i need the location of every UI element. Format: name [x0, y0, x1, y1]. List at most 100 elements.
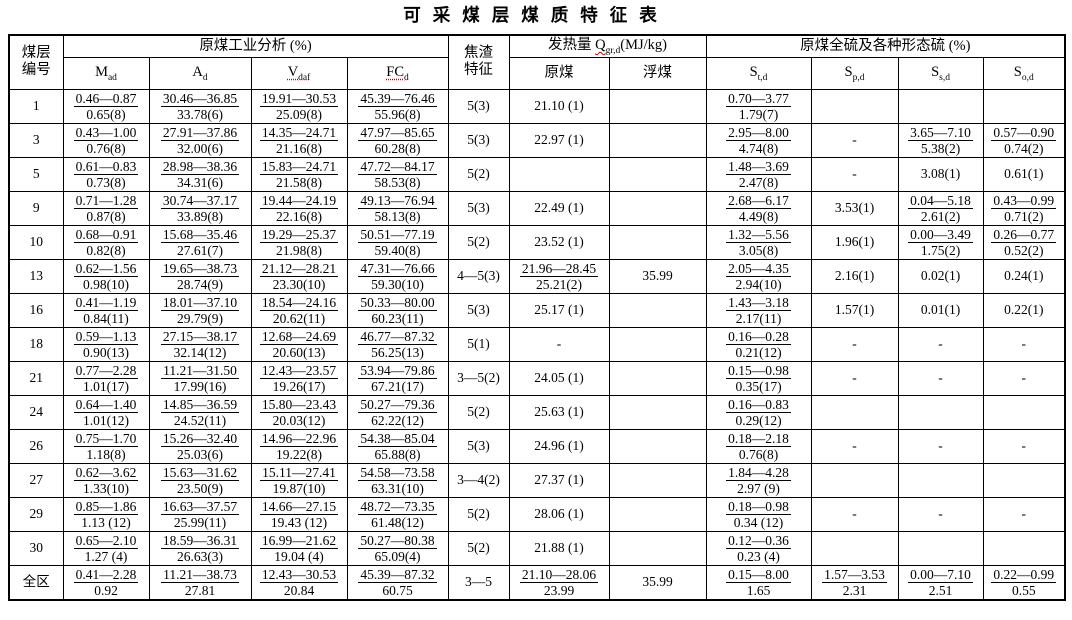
raw-coal-q-cell: -: [508, 326, 610, 362]
seam-number-cell: 18: [8, 326, 64, 362]
vdaf-cell: 19.44—24.19 22.16(8): [250, 190, 348, 226]
ad-cell: 19.65—38.73 28.74(9): [148, 258, 252, 294]
sod-cell: -: [982, 326, 1066, 362]
fcd-cell: 45.39—76.46 55.96(8): [346, 88, 449, 124]
fcd-cell: 49.13—76.94 58.13(8): [346, 190, 449, 226]
vdaf-cell: 12.68—24.69 20.60(13): [250, 326, 348, 362]
spd-cell: [810, 530, 899, 566]
ad-cell: 11.21—31.50 17.99(16): [148, 360, 252, 396]
std-cell: 0.15—8.00 1.65: [705, 564, 812, 600]
spd-cell: 2.16(1): [810, 258, 899, 294]
std-cell: 1.32—5.56 3.05(8): [705, 224, 812, 260]
sod-cell: [982, 394, 1066, 430]
ad-cell: 15.26—32.40 25.03(6): [148, 428, 252, 464]
table-row: 1 0.46—0.87 0.65(8) 30.46—36.85 33.78(6) 19.9…: [8, 88, 1066, 124]
header-spd: Sp,d: [810, 56, 899, 90]
ad-cell: 30.46—36.85 33.78(6): [148, 88, 252, 124]
header-vdaf: Vdaf: [250, 56, 348, 90]
table-row: 16 0.41—1.19 0.84(11) 18.01—37.10 29.79(9) 18…: [8, 292, 1066, 328]
sod-cell: -: [982, 428, 1066, 464]
header-seam-line2: 编号: [21, 62, 51, 79]
spd-cell: 1.57—3.53 2.31: [810, 564, 899, 600]
table-row: 21 0.77—2.28 1.01(17) 11.21—31.50 17.99(16) 1…: [8, 360, 1066, 396]
raw-coal-q-cell: 25.63 (1): [508, 394, 610, 430]
float-coal-q-cell: [608, 122, 707, 158]
fcd-cell: 54.38—85.04 65.88(8): [346, 428, 449, 464]
ad-cell: 14.85—36.59 24.52(11): [148, 394, 252, 430]
raw-coal-q-cell: 27.37 (1): [508, 462, 610, 498]
ssd-cell: -: [897, 428, 984, 464]
ad-cell: 15.68—35.46 27.61(7): [148, 224, 252, 260]
coke-residue-cell: 5(3): [447, 122, 510, 158]
float-coal-q-cell: [608, 326, 707, 362]
ssd-cell: [897, 530, 984, 566]
coke-residue-cell: 5(3): [447, 88, 510, 124]
float-coal-q-cell: [608, 428, 707, 464]
mad-cell: 0.75—1.70 1.18(8): [62, 428, 150, 464]
raw-coal-q-cell: 25.17 (1): [508, 292, 610, 328]
table-row: 18 0.59—1.13 0.90(13) 27.15—38.17 32.14(12) 1…: [8, 326, 1066, 362]
spd-cell: -: [810, 496, 899, 532]
table-row: 24 0.64—1.40 1.01(12) 14.85—36.59 24.52(11) 1…: [8, 394, 1066, 430]
seam-number-cell: 16: [8, 292, 64, 328]
header-seam-number: 煤层 编号: [8, 34, 64, 90]
header-coke-line1: 焦渣: [464, 45, 493, 62]
seam-number-cell: 1: [8, 88, 64, 124]
header-calorific-group: 发热量 Qgr,d(MJ/kg): [508, 34, 707, 58]
vdaf-cell: 16.99—21.62 19.04 (4): [250, 530, 348, 566]
ssd-cell: [897, 394, 984, 430]
spd-cell: 1.57(1): [810, 292, 899, 328]
vdaf-cell: 15.83—24.71 21.58(8): [250, 156, 348, 192]
mad-cell: 0.46—0.87 0.65(8): [62, 88, 150, 124]
ssd-cell: 0.00—7.10 2.51: [897, 564, 984, 600]
std-cell: 0.12—0.36 0.23 (4): [705, 530, 812, 566]
spd-cell: 3.53(1): [810, 190, 899, 226]
seam-number-cell: 3: [8, 122, 64, 158]
seam-number-cell: 9: [8, 190, 64, 226]
coke-residue-cell: 3—5(2): [447, 360, 510, 396]
raw-coal-q-cell: 24.96 (1): [508, 428, 610, 464]
float-coal-q-cell: [608, 190, 707, 226]
vdaf-cell: 12.43—30.53 20.84: [250, 564, 348, 600]
ssd-cell: -: [897, 360, 984, 396]
ssd-cell: -: [897, 496, 984, 532]
mad-cell: 0.85—1.86 1.13 (12): [62, 496, 150, 532]
ssd-cell: [897, 462, 984, 498]
spd-cell: -: [810, 360, 899, 396]
seam-number-cell: 26: [8, 428, 64, 464]
std-cell: 1.84—4.28 2.97 (9): [705, 462, 812, 498]
coke-residue-cell: 3—4(2): [447, 462, 510, 498]
header-mad: Mad: [62, 56, 150, 90]
table-row: 27 0.62—3.62 1.33(10) 15.63—31.62 23.50(9) 15…: [8, 462, 1066, 498]
fcd-cell: 47.97—85.65 60.28(8): [346, 122, 449, 158]
seam-number-cell: 24: [8, 394, 64, 430]
ad-cell: 27.91—37.86 32.00(6): [148, 122, 252, 158]
seam-number-cell: 5: [8, 156, 64, 192]
raw-coal-q-cell: 21.96—28.45 25.21(2): [508, 258, 610, 294]
fcd-cell: 50.27—79.36 62.22(12): [346, 394, 449, 430]
spd-cell: -: [810, 156, 899, 192]
spd-cell: [810, 462, 899, 498]
spd-cell: 1.96(1): [810, 224, 899, 260]
ad-cell: 27.15—38.17 32.14(12): [148, 326, 252, 362]
sod-cell: [982, 462, 1066, 498]
coke-residue-cell: 5(2): [447, 156, 510, 192]
float-coal-q-cell: 35.99: [608, 258, 707, 294]
spd-cell: -: [810, 326, 899, 362]
coke-residue-cell: 4—5(3): [447, 258, 510, 294]
spd-cell: -: [810, 122, 899, 158]
std-cell: 0.70—3.77 1.79(7): [705, 88, 812, 124]
header-float-coal-q: 浮煤: [608, 56, 707, 90]
float-coal-q-cell: [608, 88, 707, 124]
seam-number-cell: 21: [8, 360, 64, 396]
sod-cell: 0.43—0.99 0.71(2): [982, 190, 1066, 226]
coke-residue-cell: 5(3): [447, 292, 510, 328]
mad-cell: 0.77—2.28 1.01(17): [62, 360, 150, 396]
seam-number-cell: 29: [8, 496, 64, 532]
mad-cell: 0.59—1.13 0.90(13): [62, 326, 150, 362]
fcd-cell: 54.58—73.58 63.31(10): [346, 462, 449, 498]
float-coal-q-cell: [608, 292, 707, 328]
seam-number-cell: 27: [8, 462, 64, 498]
coke-residue-cell: 5(1): [447, 326, 510, 362]
std-cell: 0.16—0.83 0.29(12): [705, 394, 812, 430]
